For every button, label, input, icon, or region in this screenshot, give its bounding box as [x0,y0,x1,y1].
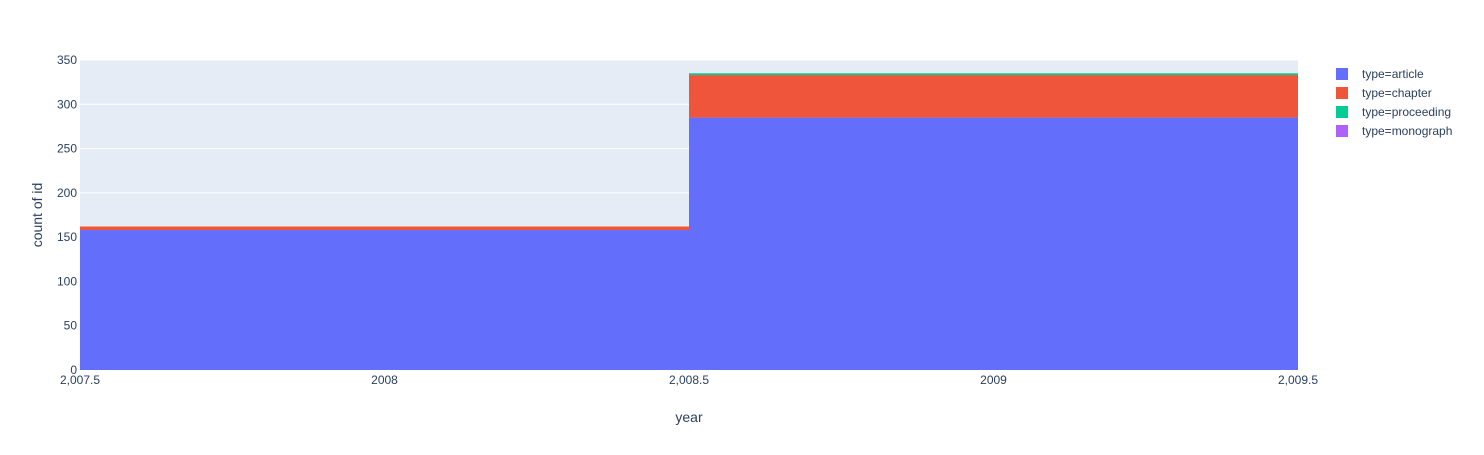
legend-label-article[interactable]: type=article [1362,67,1424,81]
legend-label-monograph[interactable]: type=monograph [1362,124,1452,138]
bar-article-0[interactable] [80,230,689,370]
y-tick-label: 0 [70,363,77,377]
y-tick-label: 200 [57,186,77,200]
legend-label-chapter[interactable]: type=chapter [1362,86,1432,100]
bar-chapter-0[interactable] [80,226,689,231]
y-tick-label: 50 [64,319,78,333]
bar-proceeding-1[interactable] [689,73,1298,76]
legend-swatch-proceeding[interactable] [1336,106,1348,118]
x-tick-label: 2,007.5 [60,373,100,387]
y-tick-label: 350 [57,53,77,67]
x-tick-label: 2,008.5 [669,373,709,387]
bar-article-1[interactable] [689,117,1298,370]
y-axis-ticks: 0 50 100 150 200 250 300 350 [57,53,77,377]
bars [80,73,1298,370]
legend-swatch-monograph[interactable] [1336,125,1348,137]
legend-label-proceeding[interactable]: type=proceeding [1362,105,1451,119]
y-tick-label: 250 [57,142,77,156]
x-tick-label: 2009 [980,373,1007,387]
y-tick-label: 300 [57,97,77,111]
x-tick-label: 2008 [371,373,398,387]
x-axis-title: year [675,409,703,425]
legend-swatch-chapter[interactable] [1336,87,1348,99]
legend-swatch-article[interactable] [1336,68,1348,80]
legend[interactable]: type=article type=chapter type=proceeding t… [1336,67,1452,138]
x-axis-ticks: 2,007.5 2008 2,008.5 2009 2,009.5 [60,373,1318,387]
x-tick-label: 2,009.5 [1278,373,1318,387]
bar-chapter-1[interactable] [689,75,1298,118]
y-tick-label: 150 [57,230,77,244]
y-tick-label: 100 [57,274,77,288]
y-axis-title: count of id [29,183,45,248]
